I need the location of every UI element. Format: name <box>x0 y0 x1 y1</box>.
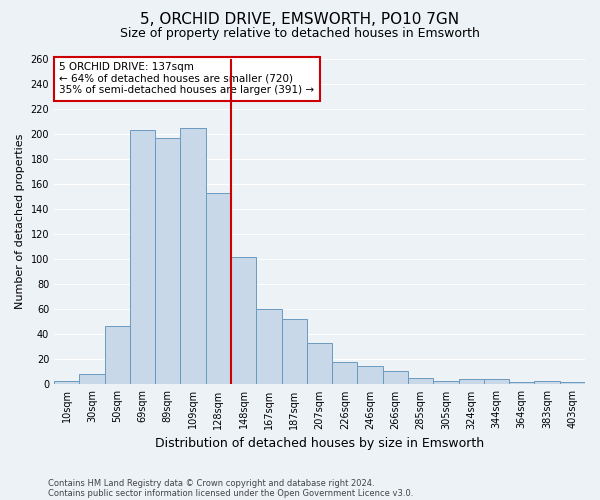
Bar <box>433 380 458 384</box>
Bar <box>104 326 130 384</box>
Bar <box>509 382 535 384</box>
Bar <box>535 380 560 384</box>
Bar <box>358 366 383 384</box>
Bar <box>281 320 307 384</box>
Bar <box>79 374 104 384</box>
Bar <box>408 378 433 384</box>
Text: Size of property relative to detached houses in Emsworth: Size of property relative to detached ho… <box>120 28 480 40</box>
Text: 5, ORCHID DRIVE, EMSWORTH, PO10 7GN: 5, ORCHID DRIVE, EMSWORTH, PO10 7GN <box>140 12 460 28</box>
Bar <box>54 380 79 384</box>
X-axis label: Distribution of detached houses by size in Emsworth: Distribution of detached houses by size … <box>155 437 484 450</box>
Bar <box>383 370 408 384</box>
Bar <box>206 193 231 384</box>
Y-axis label: Number of detached properties: Number of detached properties <box>15 134 25 310</box>
Text: Contains HM Land Registry data © Crown copyright and database right 2024.: Contains HM Land Registry data © Crown c… <box>48 478 374 488</box>
Bar <box>560 382 585 384</box>
Bar <box>332 362 358 384</box>
Bar <box>231 257 256 384</box>
Text: 5 ORCHID DRIVE: 137sqm
← 64% of detached houses are smaller (720)
35% of semi-de: 5 ORCHID DRIVE: 137sqm ← 64% of detached… <box>59 62 314 96</box>
Bar <box>458 380 484 384</box>
Bar <box>484 380 509 384</box>
Bar <box>307 343 332 384</box>
Bar <box>256 310 281 384</box>
Bar <box>155 138 181 384</box>
Bar <box>181 128 206 384</box>
Text: Contains public sector information licensed under the Open Government Licence v3: Contains public sector information licen… <box>48 488 413 498</box>
Bar <box>130 130 155 384</box>
